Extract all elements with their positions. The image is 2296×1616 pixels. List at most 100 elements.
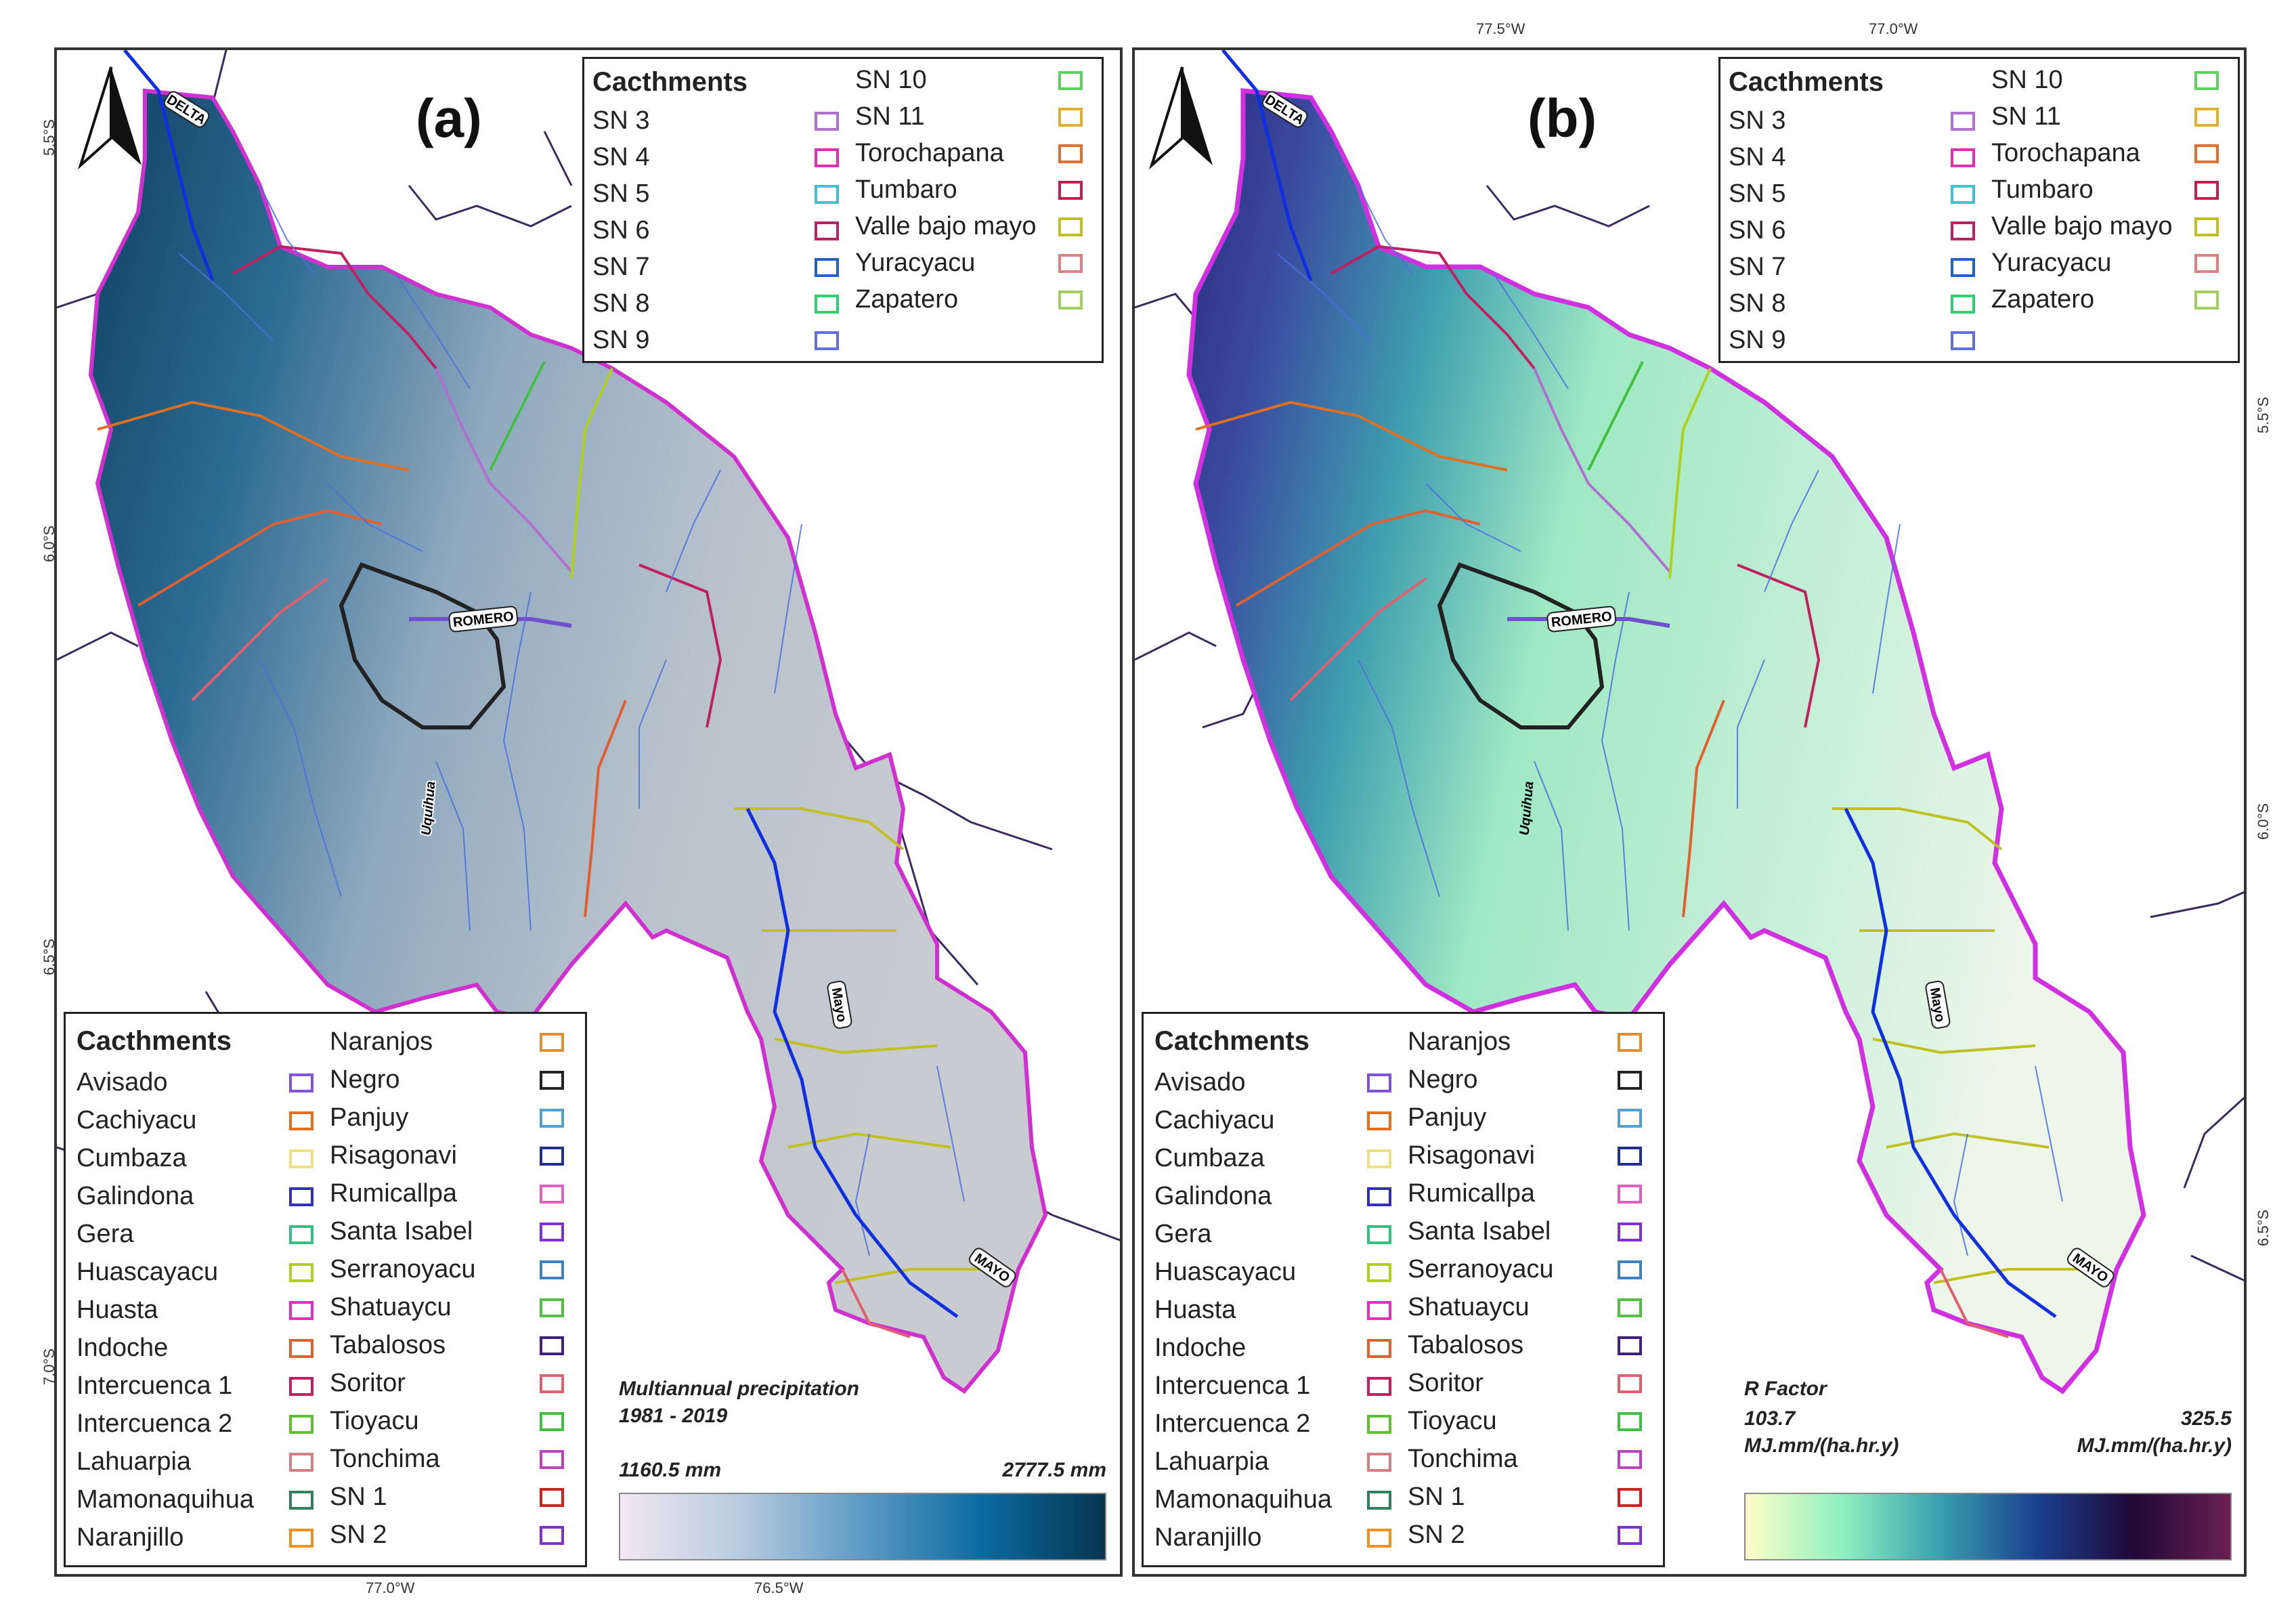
tick-lon-76-5: 76.5°W (754, 1579, 804, 1596)
legend-item-swatch (815, 185, 839, 204)
legend-item-swatch (540, 1412, 564, 1431)
legend-item-label: Soritor (1408, 1369, 1483, 1397)
legend-item-swatch (1618, 1526, 1642, 1545)
map-panel-a: DELTA ROMERO Uquihua Uquihua Mayo MAYO (… (54, 47, 1123, 1577)
legend-item-swatch (540, 1185, 564, 1204)
legend-title: Cacthments (592, 67, 748, 97)
legend-item-swatch (1618, 1374, 1642, 1393)
legend-item-label: Galindona (77, 1182, 194, 1210)
legend-item-swatch (289, 1111, 313, 1130)
scale-max-label: 2777.5 mm (1002, 1459, 1106, 1481)
scale-min-label: 103.7 (1744, 1407, 1796, 1430)
legend-item-label: Huascayacu (1154, 1258, 1297, 1286)
legend-item-label: Tioyacu (1408, 1407, 1497, 1435)
legend-item-label: Cachiyacu (1154, 1106, 1275, 1134)
legend-item-label: SN 2 (1408, 1521, 1465, 1549)
legend-item-swatch (1367, 1225, 1391, 1244)
legend-item-swatch (1367, 1339, 1391, 1358)
legend-item-label: SN 6 (1729, 216, 1786, 244)
legend-item-label: SN 2 (330, 1521, 387, 1549)
legend-item-swatch (2194, 108, 2219, 127)
legend-item-label: SN 8 (592, 289, 650, 318)
tick-lon-77-0: 77.0°W (366, 1579, 415, 1596)
legend-item-swatch (1618, 1412, 1642, 1431)
legend-item-swatch (1951, 295, 1975, 314)
legend-item-label: Valle bajo mayo (1991, 212, 2173, 240)
legend-item-swatch (540, 1260, 564, 1279)
legend-item-label: Risagonavi (1408, 1141, 1535, 1170)
legend-item-label: Rumicallpa (1408, 1179, 1535, 1208)
legend-item-swatch (1058, 71, 1083, 90)
legend-item-swatch (815, 148, 839, 167)
basin-a (88, 88, 1048, 1394)
legend-item-label: SN 4 (592, 143, 650, 171)
color-ramp-bar (1744, 1493, 2232, 1560)
legend-item-label: SN 4 (1729, 143, 1786, 171)
scale-max-unit: MJ.mm/(ha.hr.y) (2077, 1434, 2232, 1457)
legend-item-swatch (815, 331, 839, 350)
legend-item-label: Serranoyacu (1408, 1255, 1554, 1283)
legend-item-label: Gera (1154, 1220, 1212, 1248)
legend-item-swatch (540, 1071, 564, 1090)
legend-item-label: SN 5 (1729, 179, 1786, 208)
legend-item-swatch (2194, 217, 2219, 236)
legend-item-swatch (2194, 144, 2219, 163)
legend-item-label: Yuracyacu (855, 249, 976, 277)
tick-lat-5-5: 5.5°S (41, 119, 58, 156)
legend-item-label: Avisado (77, 1068, 168, 1097)
legend-item-swatch (815, 295, 839, 314)
legend-item-swatch (1058, 291, 1083, 310)
legend-item-swatch (540, 1374, 564, 1393)
legend-item-swatch (540, 1450, 564, 1469)
legend-item-swatch (540, 1336, 564, 1355)
legend-item-swatch (1618, 1147, 1642, 1166)
legend-item-swatch (540, 1147, 564, 1166)
legend-item-label: SN 3 (592, 106, 650, 135)
legend-item-label: Tonchima (1408, 1445, 1518, 1473)
legend-item-label: Soritor (330, 1369, 406, 1397)
legend-item-label: Naranjillo (1154, 1523, 1262, 1552)
legend-item-label: Tabalosos (1408, 1331, 1524, 1359)
panel-tag-a: (a) (416, 88, 482, 148)
legend-item-label: Shatuaycu (330, 1293, 452, 1321)
legend-item-swatch (289, 1415, 313, 1434)
legend-item-label: SN 6 (592, 216, 650, 244)
legend-item-swatch (1367, 1415, 1391, 1434)
legend-item-label: SN 7 (1729, 253, 1786, 281)
legend-item-swatch (540, 1488, 564, 1507)
legend-item-label: SN 11 (1991, 102, 2061, 131)
legend-item-swatch (540, 1222, 564, 1241)
scale-title-line1: R Factor (1744, 1378, 1827, 1400)
legend-item-swatch (1367, 1263, 1391, 1282)
legend-item-label: Tumbaro (1991, 175, 2094, 204)
scale-title-line1: Multiannual precipitation (619, 1378, 860, 1400)
legend-item-label: Zapatero (855, 285, 959, 314)
legend-top-a: Cacthments SN 3 SN 4 SN 5 SN 6 SN 7 SN 8 SN 9 … (582, 57, 1104, 363)
legend-item-swatch (815, 258, 839, 277)
north-arrow-icon (1148, 66, 1213, 170)
legend-item-label: Panjuy (330, 1103, 409, 1132)
tick-lat-6-5: 6.5°S (2255, 1209, 2272, 1246)
legend-item-swatch (540, 1033, 564, 1052)
legend-item-swatch (1367, 1111, 1391, 1130)
legend-item-swatch (1618, 1450, 1642, 1469)
legend-item-swatch (2194, 71, 2219, 90)
legend-item-label: Shatuaycu (1408, 1293, 1530, 1321)
legend-item-swatch (1951, 331, 1975, 350)
legend-item-swatch (1618, 1033, 1642, 1052)
legend-item-swatch (289, 1491, 313, 1510)
legend-item-swatch (1058, 217, 1083, 236)
legend-top-b: Cacthments SN 3 SN 4 SN 5 SN 6 SN 7 SN 8 SN 9 … (1718, 57, 2240, 363)
legend-item-label: Zapatero (1991, 285, 2095, 314)
legend-item-swatch (2194, 254, 2219, 273)
legend-item-label: Intercuenca 1 (77, 1372, 233, 1400)
legend-item-swatch (815, 221, 839, 240)
tick-lat-7-0: 7.0°S (41, 1348, 58, 1385)
legend-item-label: Indoche (1154, 1334, 1247, 1362)
legend-item-label: Torochapana (855, 139, 1004, 167)
legend-item-label: Risagonavi (330, 1141, 457, 1170)
legend-item-swatch (289, 1149, 313, 1168)
legend-item-swatch (1367, 1377, 1391, 1396)
legend-item-label: Tumbaro (855, 175, 957, 204)
r-factor-scale: R Factor 103.7 MJ.mm/(ha.hr.y) 325.5 MJ.… (1744, 1378, 2244, 1574)
